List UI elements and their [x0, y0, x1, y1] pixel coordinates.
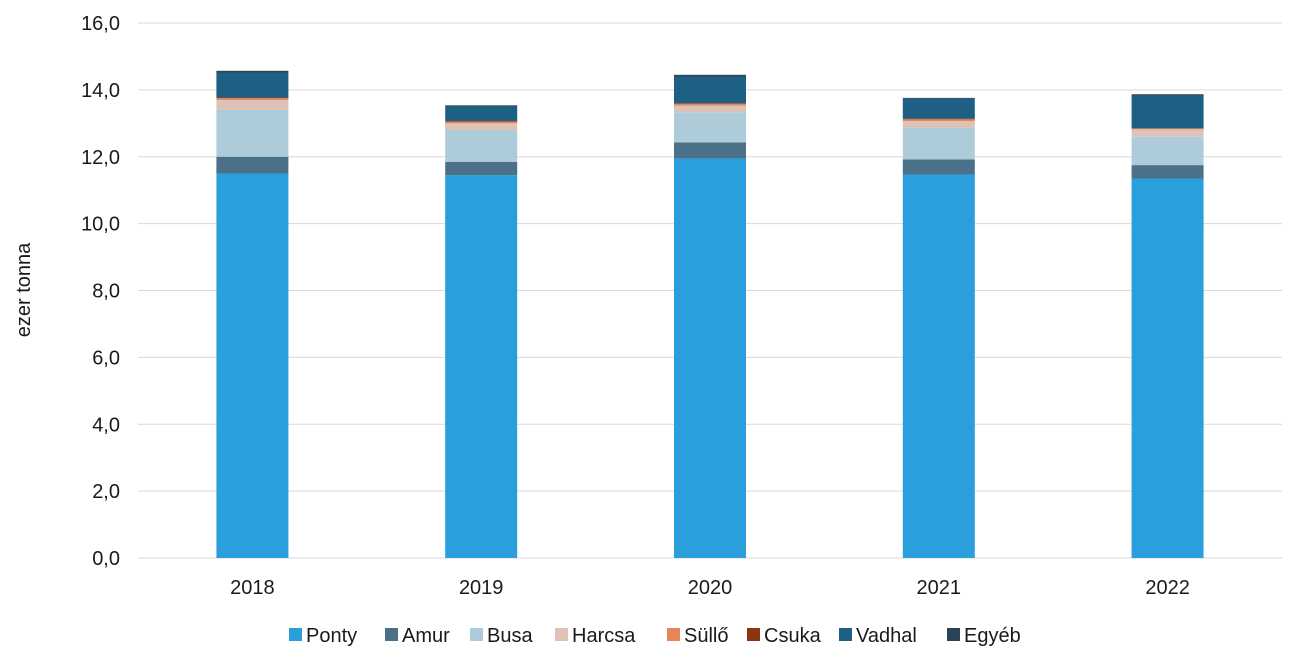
bar-segment-busa-2018: [216, 109, 289, 157]
bar-segment-csuka-2019: [445, 120, 518, 122]
y-axis-tick-labels: 0,0 2,0 4,0 6,0 8,0 10,0 12,0 14,0 16,0: [81, 13, 120, 570]
x-axis-tick-labels: 2018 2019 2020 2021 2022: [230, 577, 1190, 599]
bar-segment-ponty-2020: [674, 158, 746, 558]
bar-segment-ponty-2021: [902, 174, 975, 559]
x-tick-label: 2020: [688, 577, 733, 599]
bar-segment-harcsa-2022: [1131, 129, 1204, 137]
legend-item-busa: Busa: [470, 625, 533, 647]
bar-segment-harcsa-2020: [674, 105, 746, 113]
x-tick-label: 2018: [230, 577, 275, 599]
bar-segment-süllő-2021: [902, 119, 975, 121]
bar-segment-vadhal-2020: [674, 76, 746, 104]
legend-label: Vadhal: [856, 625, 917, 647]
y-axis-title: ezer tonna: [13, 242, 35, 337]
bar-segment-csuka-2018: [216, 97, 289, 99]
y-tick-label: 8,0: [92, 281, 120, 303]
y-tick-label: 10,0: [81, 214, 120, 236]
bars: [216, 70, 1204, 559]
legend-item-ponty: Ponty: [289, 625, 357, 647]
bar-segment-süllő-2019: [445, 121, 518, 124]
legend-item-amur: Amur: [385, 625, 450, 647]
bar-segment-harcsa-2021: [902, 120, 975, 128]
legend-item-vadhal: Vadhal: [839, 625, 917, 647]
bar-segment-amur-2019: [445, 161, 518, 176]
bar-segment-harcsa-2018: [216, 99, 289, 110]
bar-segment-amur-2020: [674, 142, 746, 159]
bar-segment-busa-2020: [674, 112, 746, 143]
y-tick-label: 12,0: [81, 147, 120, 169]
x-tick-label: 2019: [459, 577, 504, 599]
bar-segment-amur-2021: [902, 159, 975, 175]
bar-segment-ponty-2019: [445, 175, 518, 558]
legend-swatch: [839, 628, 852, 641]
bar-segment-ponty-2018: [216, 173, 289, 558]
legend-item-egyéb: Egyéb: [947, 625, 1021, 647]
bar-segment-busa-2019: [445, 130, 518, 162]
bar-segment-csuka-2021: [902, 118, 975, 120]
x-tick-label: 2021: [917, 577, 962, 599]
bar-segment-vadhal-2021: [902, 98, 975, 119]
y-tick-label: 14,0: [81, 80, 120, 102]
bar-segment-egyéb-2022: [1131, 94, 1204, 96]
bar-segment-busa-2021: [902, 127, 975, 160]
legend-label: Süllő: [684, 625, 728, 647]
bar-segment-egyéb-2019: [445, 105, 518, 106]
legend-swatch: [667, 628, 680, 641]
legend-item-harcsa: Harcsa: [555, 625, 636, 647]
x-tick-label: 2022: [1145, 577, 1190, 599]
bar-segment-süllő-2020: [674, 103, 746, 106]
legend-label: Busa: [487, 625, 533, 647]
bar-segment-harcsa-2019: [445, 123, 518, 130]
y-tick-label: 4,0: [92, 414, 120, 436]
bar-segment-egyéb-2021: [902, 97, 975, 99]
bar-segment-vadhal-2022: [1131, 95, 1204, 129]
bar-segment-busa-2022: [1131, 136, 1204, 166]
legend-swatch: [555, 628, 568, 641]
y-tick-label: 2,0: [92, 481, 120, 503]
legend: Ponty Amur Busa Harcsa Süllő Csuka Vadhal Egyéb: [289, 625, 1021, 647]
legend-item-csuka: Csuka: [747, 625, 822, 647]
bar-segment-amur-2022: [1131, 165, 1204, 179]
bar-segment-ponty-2022: [1131, 178, 1204, 558]
legend-label: Amur: [402, 625, 450, 647]
bar-segment-amur-2018: [216, 156, 289, 174]
legend-label: Csuka: [764, 625, 822, 647]
bar-segment-egyéb-2018: [216, 70, 289, 73]
legend-label: Ponty: [306, 625, 357, 647]
legend-swatch: [385, 628, 398, 641]
bar-segment-süllő-2022: [1131, 128, 1204, 130]
legend-label: Egyéb: [964, 625, 1021, 647]
bar-segment-egyéb-2020: [674, 74, 746, 77]
bar-segment-vadhal-2019: [445, 105, 518, 121]
y-tick-label: 16,0: [81, 13, 120, 35]
legend-swatch: [289, 628, 302, 641]
bar-segment-süllő-2018: [216, 98, 289, 100]
legend-swatch: [747, 628, 760, 641]
bar-segment-vadhal-2018: [216, 72, 289, 98]
legend-item-süllő: Süllő: [667, 625, 728, 647]
bar-segment-csuka-2020: [674, 103, 746, 104]
legend-label: Harcsa: [572, 625, 636, 647]
y-tick-label: 6,0: [92, 347, 120, 369]
y-tick-label: 0,0: [92, 548, 120, 570]
legend-swatch: [470, 628, 483, 641]
legend-swatch: [947, 628, 960, 641]
